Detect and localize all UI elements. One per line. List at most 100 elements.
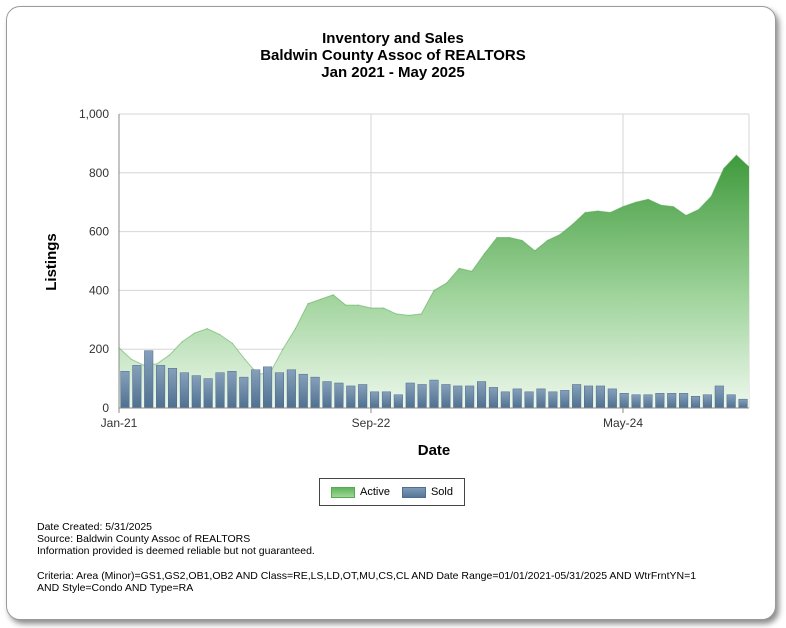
x-tick-label: May-24 bbox=[603, 416, 643, 430]
sold-bar bbox=[298, 373, 308, 409]
footer-criteria: Criteria: Area (Minor)=GS1,GS2,OB1,OB2 A… bbox=[37, 570, 697, 582]
legend-label-active: Active bbox=[360, 486, 390, 498]
active-point bbox=[735, 154, 738, 156]
sold-bar bbox=[144, 350, 154, 409]
sold-bar bbox=[156, 365, 166, 409]
sold-bar bbox=[334, 382, 344, 409]
sold-bar bbox=[274, 372, 285, 409]
active-point bbox=[131, 358, 133, 361]
x-tick-label: Jan-21 bbox=[101, 416, 138, 430]
sold-bar bbox=[405, 382, 415, 409]
active-point bbox=[748, 166, 750, 168]
active-point bbox=[219, 333, 221, 336]
sold-bar bbox=[726, 394, 736, 409]
active-point bbox=[294, 328, 296, 330]
sold-bar-series bbox=[120, 350, 748, 409]
legend: Active Sold bbox=[319, 478, 465, 506]
y-tick-label: 1,000 bbox=[79, 107, 109, 121]
sold-bar bbox=[512, 388, 522, 409]
active-point bbox=[509, 236, 511, 239]
active-point bbox=[408, 314, 410, 316]
sold-bar bbox=[655, 393, 665, 409]
sold-bar bbox=[607, 388, 617, 409]
sold-bar bbox=[179, 372, 189, 409]
active-point bbox=[244, 358, 246, 361]
legend-label-sold: Sold bbox=[430, 486, 453, 498]
active-point bbox=[647, 198, 649, 200]
active-point bbox=[685, 214, 687, 217]
sold-bar bbox=[441, 384, 451, 409]
legend-item-sold: Sold bbox=[401, 486, 453, 498]
sold-bar bbox=[524, 391, 534, 409]
x-axis-title: Date bbox=[418, 442, 451, 459]
active-point bbox=[345, 304, 347, 306]
active-point bbox=[231, 342, 233, 344]
sold-bar bbox=[536, 388, 546, 409]
y-tick-label: 200 bbox=[89, 342, 109, 356]
active-point bbox=[496, 236, 498, 239]
sold-bar bbox=[619, 393, 629, 409]
active-point bbox=[534, 250, 536, 252]
sold-bar bbox=[465, 385, 475, 409]
active-point bbox=[609, 211, 612, 214]
active-point bbox=[471, 270, 473, 272]
active-point bbox=[307, 303, 309, 305]
sold-bar bbox=[310, 376, 320, 409]
y-tick-label: 600 bbox=[89, 225, 109, 239]
chart-date-range: Jan 2021 - May 2025 bbox=[321, 64, 465, 81]
active-point bbox=[660, 204, 662, 206]
sold-bar bbox=[643, 394, 653, 409]
sold-bar bbox=[429, 379, 439, 409]
sold-bar bbox=[227, 371, 237, 409]
sold-bar bbox=[370, 391, 380, 409]
active-point bbox=[597, 210, 599, 212]
sold-bar bbox=[358, 384, 368, 409]
active-point bbox=[559, 233, 561, 236]
sold-bar bbox=[263, 366, 273, 409]
active-point bbox=[521, 239, 523, 242]
active-point bbox=[395, 313, 397, 315]
active-point bbox=[710, 195, 712, 197]
active-point bbox=[723, 167, 725, 169]
sold-bar bbox=[239, 376, 249, 409]
active-point bbox=[635, 201, 637, 203]
active-point bbox=[420, 313, 422, 315]
sold-bar bbox=[595, 385, 605, 409]
active-point bbox=[446, 282, 448, 284]
sold-bar bbox=[500, 391, 510, 409]
sold-bar bbox=[215, 372, 225, 409]
sold-bar bbox=[120, 371, 130, 409]
y-tick-label: 400 bbox=[89, 283, 109, 297]
sold-bar bbox=[203, 378, 213, 409]
sold-bar bbox=[690, 395, 701, 409]
active-point bbox=[168, 354, 170, 356]
active-point bbox=[572, 223, 574, 225]
sold-bar bbox=[346, 385, 356, 409]
active-point bbox=[383, 307, 385, 309]
sold-bar bbox=[560, 390, 570, 409]
sold-bar bbox=[417, 384, 427, 409]
active-point bbox=[622, 206, 624, 208]
sold-bar bbox=[631, 394, 641, 409]
sold-bar bbox=[286, 369, 296, 409]
sold-bar bbox=[488, 387, 498, 409]
sold-bar bbox=[191, 375, 201, 409]
sold-bar bbox=[667, 393, 677, 409]
sold-bar bbox=[453, 385, 463, 409]
active-point bbox=[320, 298, 322, 300]
active-point bbox=[194, 332, 196, 334]
x-tick-label: Sep-22 bbox=[352, 416, 391, 430]
active-point bbox=[672, 206, 675, 208]
sold-bar bbox=[572, 384, 582, 409]
sold-bar bbox=[548, 391, 558, 409]
sold-bar bbox=[167, 368, 178, 409]
active-point bbox=[357, 304, 359, 306]
sold-bar bbox=[584, 385, 594, 409]
sold-bar bbox=[738, 398, 748, 409]
legend-swatch-active bbox=[331, 486, 355, 498]
legend-swatch-sold bbox=[401, 486, 426, 498]
active-point bbox=[483, 253, 485, 255]
legend-item-active: Active bbox=[331, 486, 390, 498]
y-tick-label: 0 bbox=[102, 401, 109, 415]
footer-disclaimer: Information provided is deemed reliable … bbox=[37, 545, 315, 557]
